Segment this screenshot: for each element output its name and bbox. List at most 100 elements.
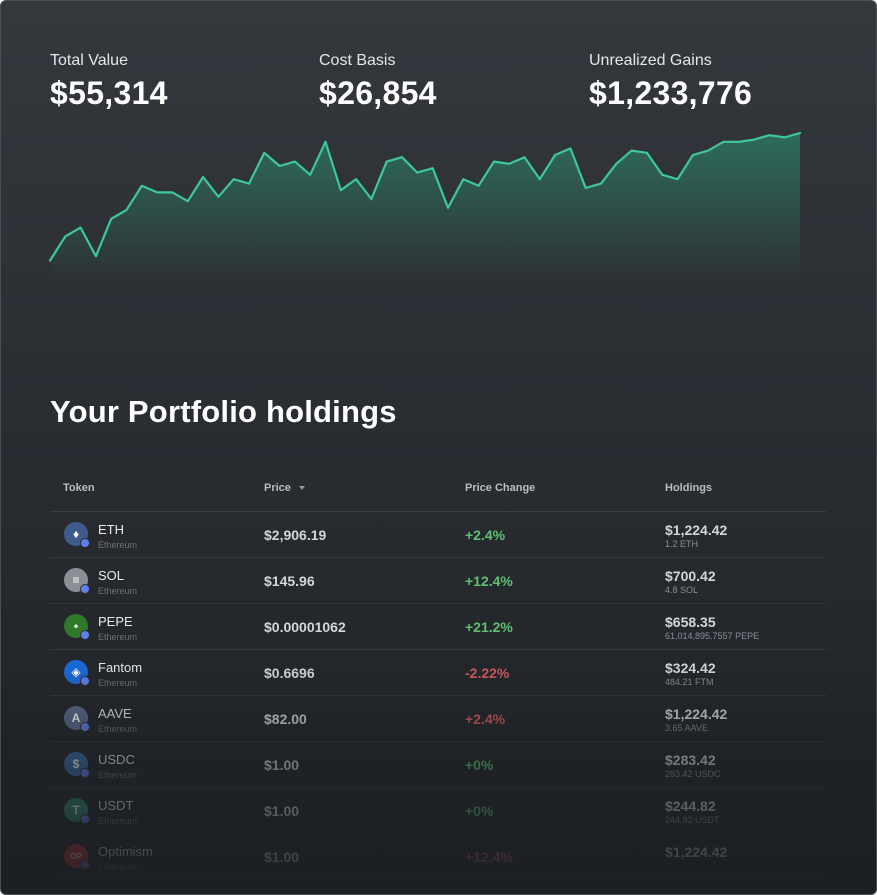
holding-amount: 3.65 AAVE [665,723,708,733]
token-icon-wrap: ≡ [64,568,90,594]
ethereum-chain-badge-icon [80,722,90,732]
table-header: Token Price Price Change Holdings [50,471,826,512]
token-icon-wrap: ◈ [64,660,90,686]
chart-point [707,150,709,152]
chart-point [799,132,801,134]
token-icon-glyph: A [71,711,81,725]
token-price-change: +2.4% [465,527,506,543]
table-row[interactable]: OP Optimism Ethereum $1.00 +12.4% $1,224.42 [50,834,826,880]
table-row[interactable]: ◈ Fantom Ethereum $0.6696 -2.22% $324.42 484.2… [50,650,826,696]
chart-point [355,178,357,180]
chart-point [309,174,311,176]
token-price: $1.00 [264,849,300,865]
token-icon-wrap: OP [64,844,90,870]
chart-point [156,191,158,193]
chart-point [187,200,189,202]
sort-descending-icon [298,486,305,491]
table-row[interactable]: ♦ ETH Ethereum $2,906.19 +2.4% $1,224.42 1.2 E… [50,512,826,558]
column-header-token[interactable]: Token [63,482,95,494]
token-price-change: +12.4% [465,849,513,865]
column-header-price[interactable]: Price [264,482,305,494]
chart-point [110,218,112,220]
token-price: $1.00 [264,803,300,819]
chart-point [233,178,235,180]
token-symbol: USDC [98,752,135,767]
cost-basis-amount: $26,854 [319,75,437,111]
unrealized-gains-label: Unrealized Gains [589,52,712,69]
ethereum-chain-badge-icon [80,630,90,640]
token-price: $2,906.19 [264,527,327,543]
ethereum-chain-badge-icon [80,538,90,548]
token-icon-glyph: ♦ [72,527,80,541]
token-symbol: PEPE [98,614,133,629]
table-row[interactable]: A AAVE Ethereum $82.00 +2.4% $1,224.42 3.65 AA… [50,696,826,742]
holding-amount: 244.82 USDT [665,815,720,825]
holdings-section-title: Your Portfolio holdings [50,394,397,429]
table-row[interactable]: ≡ SOL Ethereum $145.96 +12.4% $700.42 4.8 SOL [50,558,826,604]
token-icon-wrap: ♦ [64,522,90,548]
chart-point [493,161,495,163]
token-price: $0.00001062 [264,619,346,635]
token-chain: Ethereum [98,678,138,688]
column-header-holdings[interactable]: Holdings [665,482,713,494]
chart-point [585,187,587,189]
holding-value: $1,224.42 [665,522,728,538]
chart-point [325,141,327,143]
token-symbol: AAVE [98,706,132,721]
table-row[interactable]: $ USDC Ethereum $1.00 +0% $283.42 283.42 USDC [50,742,826,788]
chart-point [462,178,464,180]
chart-point [646,152,648,154]
cost-basis-label: Cost Basis [319,52,396,69]
token-icon-glyph: ◈ [71,665,81,679]
holding-amount: 4.8 SOL [665,585,699,595]
chart-point [80,227,82,229]
chart-point [554,154,556,156]
token-price-change: +21.2% [465,619,513,635]
token-icon-wrap: A [64,706,90,732]
holding-amount: 1.2 ETH [665,539,699,549]
ethereum-chain-badge-icon [80,814,90,824]
token-price: $145.96 [264,573,315,589]
token-icon-glyph: T [72,803,80,817]
token-price-change: -2.22% [465,665,510,681]
column-header-price-change[interactable]: Price Change [465,482,536,494]
chart-point [677,178,679,180]
holding-value: $244.82 [665,798,716,814]
chart-point [523,156,525,158]
ethereum-chain-badge-icon [80,584,90,594]
unrealized-gains-amount: $1,233,776 [589,75,753,111]
chart-area-fill [50,133,800,276]
table-body: ♦ ETH Ethereum $2,906.19 +2.4% $1,224.42 1.2 E… [50,512,826,880]
token-icon-glyph: OP [70,851,82,861]
ethereum-chain-badge-icon [80,768,90,778]
holding-amount: 61,014,895.7557 PEPE [665,631,760,641]
token-price: $1.00 [264,757,300,773]
holdings-table: Token Price Price Change Holdings ♦ ETH Et… [50,471,826,880]
chart-point [508,163,510,165]
chart-point [784,136,786,138]
ethereum-chain-badge-icon [80,860,90,870]
chart-point [738,141,740,143]
chart-point [753,139,755,141]
holding-value: $1,224.42 [665,844,728,860]
token-price-change: +12.4% [465,573,513,589]
chart-point [416,172,418,174]
token-price: $0.6696 [264,665,315,681]
token-chain: Ethereum [98,632,138,642]
chart-point [615,163,617,165]
table-row[interactable]: T USDT Ethereum $1.00 +0% $244.82 244.82 USDT [50,788,826,834]
chart-point [569,147,571,149]
chart-point [171,191,173,193]
chart-point [401,156,403,158]
holding-value: $700.42 [665,568,716,584]
token-chain: Ethereum [98,724,138,734]
token-symbol: SOL [98,568,125,583]
chart-point [447,207,449,209]
token-chain: Ethereum [98,816,138,826]
table-row[interactable]: • PEPE Ethereum $0.00001062 +21.2% $658.35 61,… [50,604,826,650]
chart-point [263,152,265,154]
token-icon-glyph: $ [72,757,80,771]
holding-amount: 484.21 FTM [665,677,714,687]
token-price: $82.00 [264,711,307,727]
chart-point [217,196,219,198]
